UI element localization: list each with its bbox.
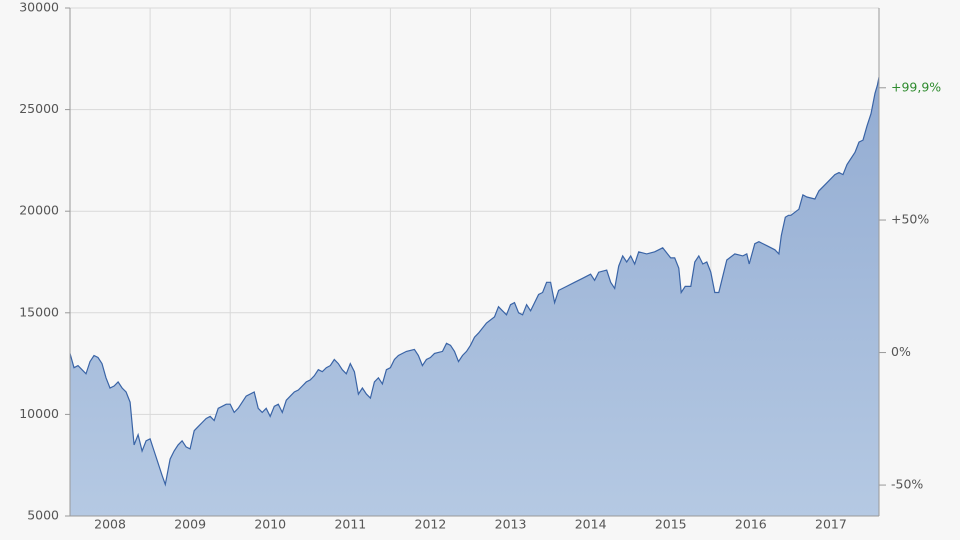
y-tick-label: 20000	[19, 203, 59, 218]
y2-tick-label: +99,9%	[891, 79, 941, 94]
y-tick-label: 30000	[19, 0, 59, 15]
area-fill	[70, 77, 879, 516]
x-tick-label: 2011	[334, 517, 366, 532]
y-tick-label: 25000	[19, 101, 59, 116]
x-tick-label: 2016	[735, 517, 767, 532]
y2-tick-label: 0%	[891, 344, 911, 359]
y2-tick-label: -50%	[891, 477, 923, 492]
x-tick-label: 2013	[495, 517, 527, 532]
line	[69, 76, 880, 487]
x-tick-label: 2014	[575, 517, 607, 532]
x-tick-label: 2008	[94, 517, 126, 532]
x-tick-label: 2017	[815, 517, 847, 532]
y-tick-label: 10000	[19, 406, 59, 421]
y-tick-label: 5000	[27, 508, 59, 523]
y2-tick-label: +50%	[891, 212, 929, 227]
x-tick-label: 2012	[415, 517, 447, 532]
x-tick-label: 2010	[254, 517, 286, 532]
x-tick-label: 2009	[174, 517, 206, 532]
y-tick-label: 15000	[19, 304, 59, 319]
x-tick-label: 2015	[655, 517, 687, 532]
